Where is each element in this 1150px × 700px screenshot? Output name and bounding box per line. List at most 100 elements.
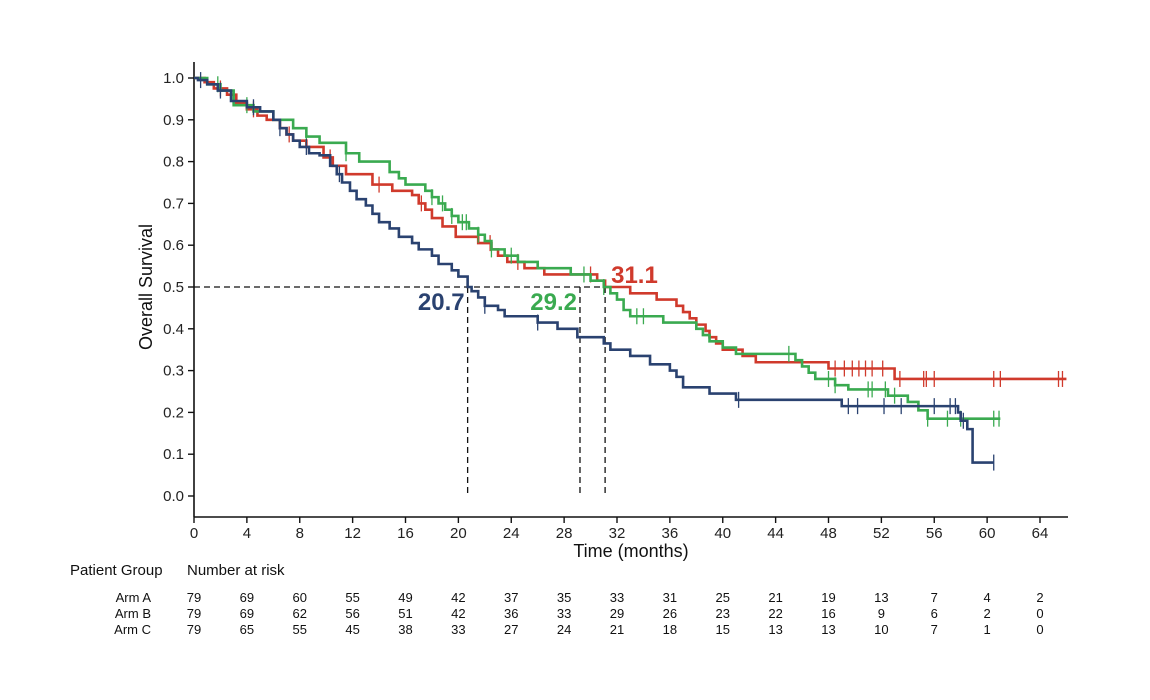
risk-count: 69	[240, 606, 254, 621]
x-tick-label: 0	[190, 525, 198, 542]
curve-arm-b	[194, 76, 1001, 427]
risk-count: 2	[984, 606, 991, 621]
curve-arm-c	[194, 72, 995, 471]
risk-row-label: Arm C	[114, 622, 151, 637]
y-tick-label: 0.5	[163, 279, 184, 296]
risk-count: 15	[716, 622, 730, 637]
survival-curves	[194, 72, 1067, 471]
risk-count: 13	[874, 590, 888, 605]
risk-table-risk-header: Number at risk	[187, 562, 285, 579]
y-tick-label: 0.6	[163, 237, 184, 254]
risk-count: 55	[293, 622, 307, 637]
risk-count: 56	[345, 606, 359, 621]
risk-count: 2	[1036, 590, 1043, 605]
median-labels: 31.1 29.2 20.7	[418, 262, 658, 316]
y-tick-label: 0.1	[163, 446, 184, 463]
risk-count: 25	[716, 590, 730, 605]
risk-count: 31	[663, 590, 677, 605]
y-tick-label: 0.0	[163, 488, 184, 505]
x-tick-label: 16	[397, 525, 414, 542]
x-tick-label: 40	[714, 525, 731, 542]
x-tick-label: 48	[820, 525, 837, 542]
risk-count: 7	[931, 590, 938, 605]
median-label-arm-a: 31.1	[611, 262, 658, 289]
x-tick-label: 36	[662, 525, 679, 542]
risk-count: 38	[398, 622, 412, 637]
x-ticks: 0 4 8 12 16 20 24 28 32 36 40 44 48 52 56 60 64	[190, 517, 1049, 542]
x-axis-title: Time (months)	[573, 541, 688, 561]
y-tick-label: 0.7	[163, 195, 184, 212]
survival-line-arm-c	[194, 76, 994, 464]
median-reference-lines	[194, 286, 606, 497]
risk-row-arm-c: Arm C 79 65 55 45 38 33 27 24 21 18 15 13 13 10 7 1 0	[114, 622, 1043, 637]
risk-count: 22	[768, 606, 782, 621]
y-tick-label: 1.0	[163, 70, 184, 87]
x-tick-label: 8	[296, 525, 304, 542]
x-tick-label: 4	[243, 525, 251, 542]
x-tick-label: 60	[979, 525, 996, 542]
x-tick-label: 24	[503, 525, 520, 542]
risk-count: 13	[768, 622, 782, 637]
risk-count: 4	[984, 590, 991, 605]
risk-count: 42	[451, 590, 465, 605]
risk-count: 42	[451, 606, 465, 621]
risk-row-arm-a: Arm A 79 69 60 55 49 42 37 35 33 31 25 21 19 13 7 4 2	[116, 590, 1044, 605]
risk-count: 45	[345, 622, 359, 637]
risk-table-rows: Arm A 79 69 60 55 49 42 37 35 33 31 25 21 19 13 7 4 2Arm …	[114, 590, 1043, 637]
curve-arm-a	[194, 76, 1067, 387]
x-tick-label: 28	[556, 525, 573, 542]
risk-count: 0	[1036, 606, 1043, 621]
y-tick-label: 0.3	[163, 363, 184, 380]
risk-count: 6	[931, 606, 938, 621]
risk-row-arm-b: Arm B 79 69 62 56 51 42 36 33 29 26 23 22 16 9 6 2 0	[115, 606, 1044, 621]
risk-count: 19	[821, 590, 835, 605]
risk-count: 60	[293, 590, 307, 605]
x-tick-label: 56	[926, 525, 943, 542]
x-tick-label: 64	[1032, 525, 1049, 542]
y-tick-label: 0.4	[163, 321, 184, 338]
risk-count: 33	[557, 606, 571, 621]
risk-count: 23	[716, 606, 730, 621]
y-tick-label: 0.8	[163, 154, 184, 171]
risk-table-group-header: Patient Group	[70, 562, 163, 579]
risk-row-label: Arm A	[116, 590, 152, 605]
risk-count: 24	[557, 622, 571, 637]
risk-count: 51	[398, 606, 412, 621]
risk-count: 10	[874, 622, 888, 637]
risk-count: 49	[398, 590, 412, 605]
y-axis-title: Overall Survival	[136, 224, 156, 350]
x-tick-label: 44	[767, 525, 784, 542]
risk-count: 26	[663, 606, 677, 621]
x-tick-label: 12	[344, 525, 361, 542]
risk-count: 55	[345, 590, 359, 605]
risk-count: 21	[768, 590, 782, 605]
risk-count: 9	[878, 606, 885, 621]
risk-count: 62	[293, 606, 307, 621]
survival-line-arm-b	[194, 76, 1001, 420]
risk-count: 16	[821, 606, 835, 621]
risk-count: 0	[1036, 622, 1043, 637]
risk-count: 65	[240, 622, 254, 637]
median-label-arm-c: 20.7	[418, 289, 465, 316]
x-tick-label: 32	[609, 525, 626, 542]
survival-line-arm-a	[194, 76, 1067, 381]
risk-count: 29	[610, 606, 624, 621]
risk-row-label: Arm B	[115, 606, 151, 621]
risk-count: 33	[451, 622, 465, 637]
risk-count: 1	[984, 622, 991, 637]
risk-count: 35	[557, 590, 571, 605]
risk-count: 13	[821, 622, 835, 637]
risk-count: 69	[240, 590, 254, 605]
y-ticks: 0.0 0.1 0.2 0.3 0.4 0.5 0.6 0.7 0.8 0.9 1.0	[163, 70, 194, 505]
risk-count: 33	[610, 590, 624, 605]
risk-count: 37	[504, 590, 518, 605]
risk-count: 21	[610, 622, 624, 637]
x-tick-label: 52	[873, 525, 890, 542]
risk-count: 79	[187, 590, 201, 605]
y-tick-label: 0.2	[163, 404, 184, 421]
risk-count: 79	[187, 622, 201, 637]
risk-count: 7	[931, 622, 938, 637]
risk-count: 79	[187, 606, 201, 621]
median-label-arm-b: 29.2	[530, 289, 577, 316]
